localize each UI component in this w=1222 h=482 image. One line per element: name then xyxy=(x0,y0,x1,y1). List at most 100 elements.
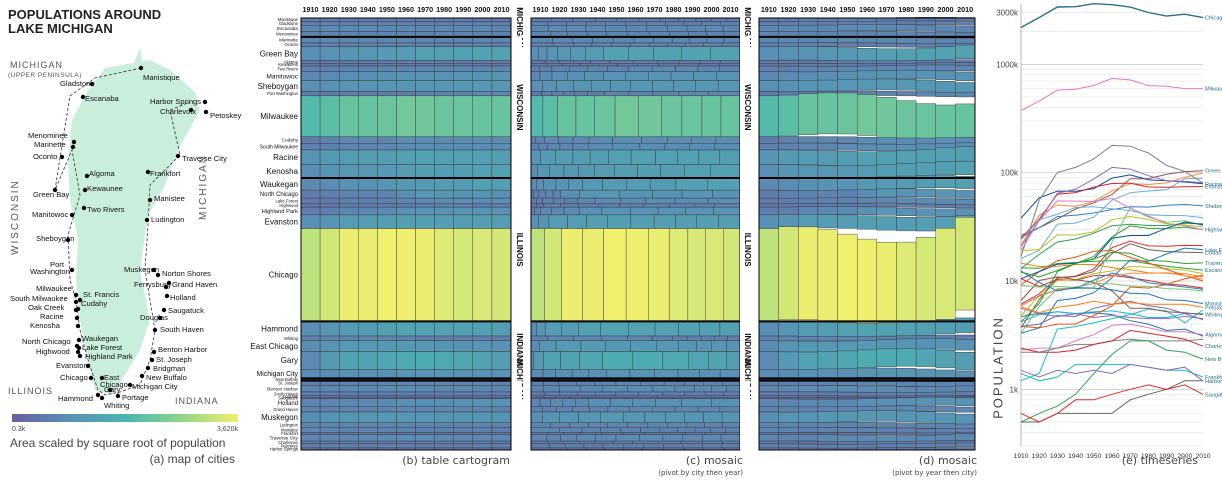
mosaic-cell xyxy=(641,136,668,144)
mosaic-cell xyxy=(758,42,779,47)
mosaic-cell xyxy=(896,188,917,197)
mosaic-cell xyxy=(358,42,378,47)
mosaic-cell xyxy=(544,321,562,337)
mosaic-cell xyxy=(725,427,741,433)
mosaic-cell xyxy=(434,443,454,449)
mosaic-cell xyxy=(675,177,708,191)
mosaic-cell xyxy=(549,443,566,449)
mosaic-cell xyxy=(915,320,936,336)
mosaic-cell xyxy=(453,214,474,229)
mosaic-cell xyxy=(338,398,359,407)
panel-e-caption: (e) timeseries xyxy=(1121,454,1198,467)
mosaic-cell xyxy=(396,340,416,352)
mosaic-cell xyxy=(530,432,549,435)
year-tick-label: 2000 xyxy=(474,5,490,14)
map-city-label: Racine xyxy=(40,312,64,321)
mosaic-cell xyxy=(434,95,454,138)
y-tick-label: 3000k xyxy=(996,9,1019,18)
mosaic-cell xyxy=(896,443,917,448)
mosaic-cell xyxy=(491,214,512,229)
mosaic-cell xyxy=(723,391,741,396)
mosaic-cell xyxy=(955,71,976,81)
mosaic-cell xyxy=(678,321,700,337)
mosaic-cell xyxy=(338,411,359,423)
mosaic-cell xyxy=(358,25,378,32)
series-end-label: Highland Park xyxy=(1205,228,1222,234)
mosaic-cell xyxy=(778,395,799,398)
mosaic-cell xyxy=(578,206,603,216)
mosaic-cell xyxy=(674,385,695,393)
mosaic-cell xyxy=(472,406,493,413)
mosaic-cell xyxy=(396,164,416,179)
mosaic-cell xyxy=(607,406,630,413)
map-city-label: Petoskey xyxy=(210,111,241,120)
mosaic-cell xyxy=(358,149,378,165)
mosaic-cell xyxy=(717,80,741,92)
mosaic-cell xyxy=(415,351,435,370)
mosaic-cell xyxy=(535,321,546,337)
mosaic-cell xyxy=(530,206,535,216)
mosaic-cell xyxy=(778,340,799,352)
mosaic-cell xyxy=(798,178,819,191)
mosaic-cell xyxy=(704,432,724,435)
mosaic-cell xyxy=(837,47,858,62)
city-row-label: South Milwaukee xyxy=(260,144,299,150)
mosaic-cell xyxy=(758,203,779,208)
mosaic-cell xyxy=(377,434,397,442)
city-dot xyxy=(155,272,161,278)
mosaic-cell xyxy=(955,395,976,398)
mosaic-cell xyxy=(758,406,779,413)
mosaic-cell xyxy=(876,36,897,44)
mosaic-cell xyxy=(472,95,493,138)
mosaic-cell xyxy=(685,432,705,435)
mosaic-cell xyxy=(694,397,720,400)
mosaic-cell xyxy=(491,228,512,322)
city-row-label: Gladstone xyxy=(279,21,299,26)
mosaic-cell xyxy=(677,369,700,379)
mosaic-cell xyxy=(530,385,544,393)
mosaic-cell xyxy=(491,197,512,205)
city-row-label: Oconto xyxy=(284,42,298,47)
city-dot xyxy=(147,197,153,203)
state-label: INDIANA xyxy=(175,396,219,406)
mosaic-cell xyxy=(396,385,416,393)
mosaic-cell xyxy=(609,398,633,407)
mosaic-cell xyxy=(553,42,574,47)
mosaic-cell xyxy=(572,149,591,165)
mosaic-cell xyxy=(778,432,799,435)
mosaic-cell xyxy=(377,71,397,81)
mosaic-cell xyxy=(722,440,741,445)
mosaic-cell xyxy=(625,21,647,26)
mosaic-cell xyxy=(434,91,454,97)
mosaic-cell xyxy=(669,203,695,208)
city-dot xyxy=(188,107,194,113)
year-tick-label: 1910 xyxy=(533,5,549,14)
mosaic-cell xyxy=(778,411,799,424)
mosaic-cell xyxy=(338,46,359,61)
series-line xyxy=(1020,207,1204,334)
series-end-label: Whiting xyxy=(1205,313,1222,319)
mosaic-cell xyxy=(856,398,878,407)
mosaic-cell xyxy=(837,385,858,393)
mosaic-cell xyxy=(415,21,435,26)
mosaic-cell xyxy=(684,411,704,423)
mosaic-cell xyxy=(778,398,799,408)
mosaic-cell xyxy=(377,95,397,138)
mosaic-cell xyxy=(358,95,378,138)
series-end-label: Milwaukee xyxy=(1205,87,1222,93)
map-city-label: Sheboygan xyxy=(36,234,74,243)
mosaic-cell xyxy=(601,206,631,216)
city-dot xyxy=(203,109,209,115)
mosaic-cell xyxy=(578,440,596,445)
mosaic-cell xyxy=(604,91,630,97)
mosaic-cell xyxy=(434,46,454,61)
mosaic-cell xyxy=(628,321,656,337)
mosaic-cell xyxy=(675,65,699,72)
mosaic-cell xyxy=(817,441,838,445)
mosaic-cell xyxy=(666,422,687,428)
mosaic-cell xyxy=(674,406,699,413)
map-city-label: Chicago xyxy=(60,373,88,382)
mosaic-cell xyxy=(546,46,558,61)
mosaic-cell xyxy=(856,60,878,64)
mosaic-cell xyxy=(672,335,688,341)
